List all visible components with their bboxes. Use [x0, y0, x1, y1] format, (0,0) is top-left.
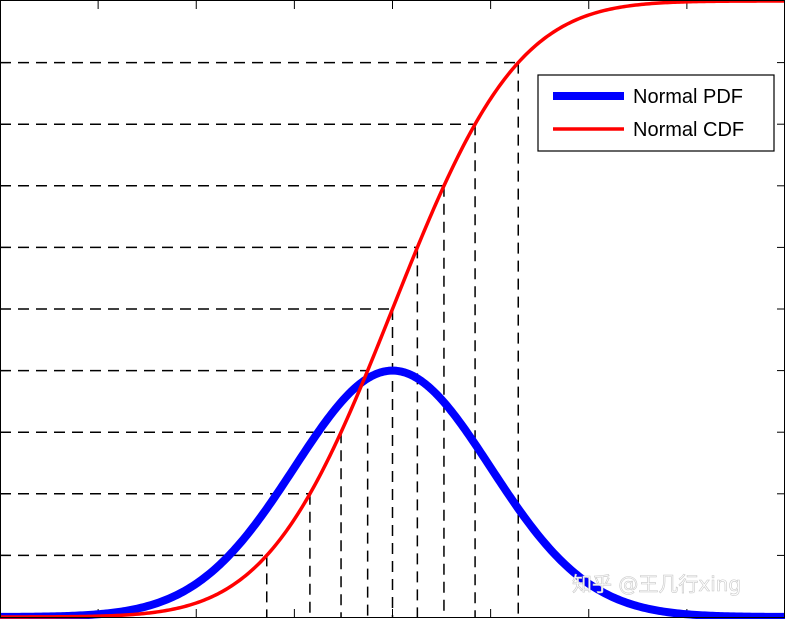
quantile-guides — [0, 61, 520, 617]
watermark: 知乎 @王几行xing — [572, 572, 741, 596]
legend-cdf-label: Normal CDF — [633, 119, 744, 141]
pdf-curve — [0, 366, 785, 619]
legend-pdf-label: Normal PDF — [633, 86, 743, 108]
legend-box — [537, 74, 775, 152]
legend: Normal PDF Normal CDF — [537, 74, 775, 152]
